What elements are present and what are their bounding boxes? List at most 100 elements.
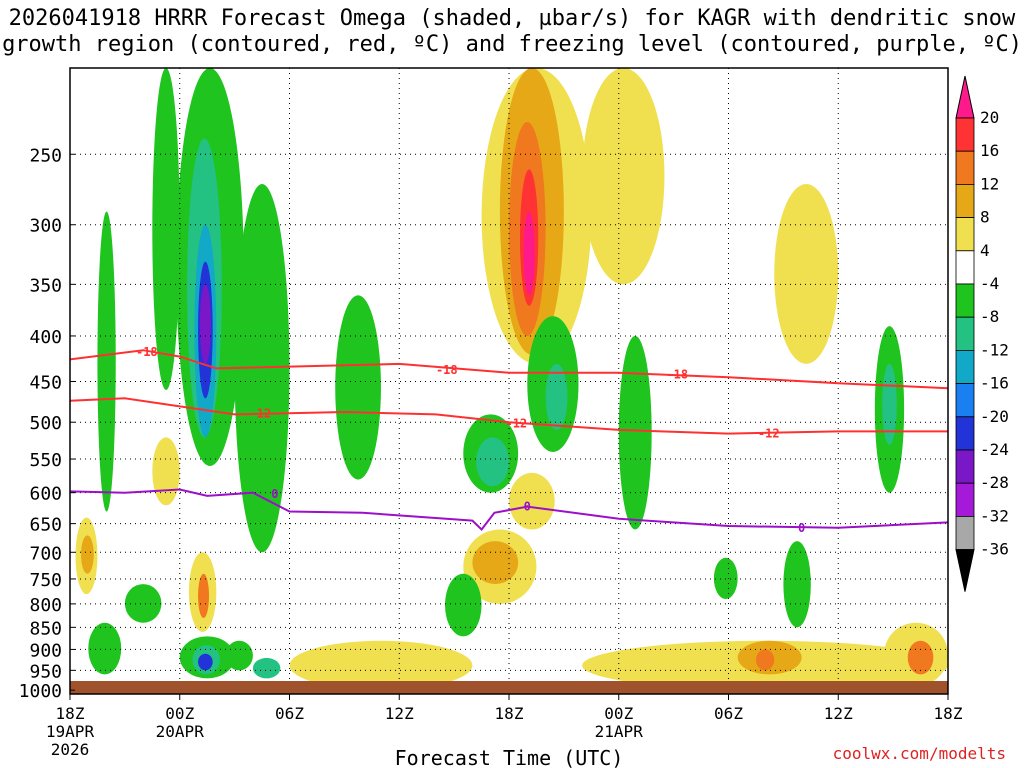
omega-ascent-region xyxy=(472,541,519,585)
omega-region xyxy=(199,284,211,364)
pressure-axis: 2503003504004505005506006507007508008509… xyxy=(19,145,75,702)
credit-text: coolwx.com/modelts xyxy=(832,744,1006,763)
colorbar-top-arrow xyxy=(955,75,975,119)
pressure-tick-label: 300 xyxy=(29,216,62,237)
x-axis-label: Forecast Time (UTC) xyxy=(395,746,624,768)
time-tick-label: 18Z xyxy=(495,704,524,723)
time-tick-label: 20APR xyxy=(156,722,205,741)
colorbar-swatch xyxy=(955,383,975,418)
colorbar-label: -32 xyxy=(980,506,1009,525)
pressure-tick-label: 900 xyxy=(29,640,62,661)
time-tick-label: 06Z xyxy=(714,704,743,723)
contour-labels: -18 -18 -18 -12 -12 -12 0 0 0 xyxy=(136,345,805,535)
colorbar-label: 20 xyxy=(980,108,999,127)
time-tick-label: 00Z xyxy=(165,704,194,723)
colorbar-bottom-arrow xyxy=(955,549,975,592)
ground-surface xyxy=(70,681,948,694)
omega-ascent-region xyxy=(523,211,535,296)
pressure-tick-label: 250 xyxy=(29,145,62,166)
omega-region xyxy=(444,573,482,637)
colorbar-swatch xyxy=(955,449,975,484)
time-tick-label: 21APR xyxy=(595,722,644,741)
colorbar-label: 8 xyxy=(980,208,990,227)
colorbar-swatch xyxy=(955,516,975,551)
contour-label: -12 xyxy=(249,407,271,421)
colorbar-swatch xyxy=(955,316,975,351)
colorbar-label: 16 xyxy=(980,141,999,160)
colorbar-label: -16 xyxy=(980,374,1009,393)
isotherm-line xyxy=(70,397,948,435)
omega-region xyxy=(882,363,897,445)
colorbar-swatch xyxy=(955,482,975,517)
omega-region xyxy=(97,211,116,512)
isotherm-line xyxy=(70,349,948,390)
contour-label: -12 xyxy=(758,427,780,441)
time-tick-label: 06Z xyxy=(275,704,304,723)
omega-ascent-region xyxy=(289,640,473,691)
pressure-tick-label: 850 xyxy=(29,618,62,639)
contour-label: -18 xyxy=(666,368,688,382)
time-tick-label: 18Z xyxy=(934,704,963,723)
contour-label: -12 xyxy=(505,417,527,431)
chart-title: 2026041918 HRRR Forecast Omega (shaded, … xyxy=(0,6,1024,58)
omega-region xyxy=(545,363,568,430)
omega-ascent-region xyxy=(198,573,210,619)
contour-label: 0 xyxy=(271,487,278,501)
colorbar-label: -8 xyxy=(980,307,999,326)
contour-label: 0 xyxy=(524,500,531,514)
colorbar-swatch xyxy=(955,250,975,285)
omega-region xyxy=(152,68,180,390)
omega-region xyxy=(124,584,162,623)
colorbar-label: 4 xyxy=(980,241,990,260)
omega-ascent-region xyxy=(755,649,775,671)
colorbar-swatch xyxy=(955,416,975,451)
colorbar-swatch xyxy=(955,283,975,318)
title-line-2: growth region (contoured, red, ºC) and f… xyxy=(2,32,1022,57)
title-line-1: 2026041918 HRRR Forecast Omega (shaded, … xyxy=(8,6,1016,31)
omega-ascent-region xyxy=(80,535,94,574)
pressure-tick-label: 450 xyxy=(29,372,62,393)
time-tick-label: 2026 xyxy=(51,740,90,759)
colorbar-swatch xyxy=(955,150,975,185)
omega-ascent-region xyxy=(508,472,555,530)
omega-ascent-region xyxy=(774,184,839,364)
colorbar-swatch xyxy=(955,349,975,384)
time-tick-label: 00Z xyxy=(604,704,633,723)
omega-region xyxy=(198,653,213,671)
pressure-tick-label: 750 xyxy=(29,570,62,591)
contour-label: 0 xyxy=(798,521,805,535)
omega-region xyxy=(252,657,281,679)
omega-shading-layer xyxy=(75,68,948,691)
colorbar-label: -24 xyxy=(980,440,1009,459)
pressure-tick-label: 700 xyxy=(29,543,62,564)
time-tick-label: 12Z xyxy=(385,704,414,723)
pressure-tick-label: 1000 xyxy=(19,681,62,702)
pressure-tick-label: 350 xyxy=(29,275,62,296)
omega-region xyxy=(335,295,381,480)
omega-ascent-region xyxy=(582,68,665,285)
isotherm-contours xyxy=(70,349,948,531)
omega-region xyxy=(618,335,652,530)
pressure-tick-label: 800 xyxy=(29,595,62,616)
colorbar-swatch xyxy=(955,183,975,218)
omega-ascent-region xyxy=(152,437,180,506)
colorbar-label: -12 xyxy=(980,340,1009,359)
colorbar-label: -4 xyxy=(980,274,999,293)
colorbar-label: -36 xyxy=(980,540,1009,559)
omega-region xyxy=(713,557,738,600)
colorbar-legend: 20 16 12 8 4 -4 -8 -12 -16 -20 -24 -28 -32 -36 xyxy=(955,75,1009,592)
colorbar-label: 12 xyxy=(980,174,999,193)
time-tick-label: 18Z xyxy=(56,704,85,723)
pressure-tick-label: 400 xyxy=(29,327,62,348)
omega-region xyxy=(783,541,811,628)
pressure-tick-label: 500 xyxy=(29,413,62,434)
colorbar-label: -20 xyxy=(980,407,1009,426)
colorbar-label: -28 xyxy=(980,473,1009,492)
colorbar-swatch xyxy=(955,117,975,152)
pressure-tick-label: 550 xyxy=(29,450,62,471)
colorbar-swatch xyxy=(955,217,975,252)
time-tick-label: 19APR xyxy=(46,722,95,741)
pressure-tick-label: 600 xyxy=(29,484,62,505)
omega-region xyxy=(476,437,509,487)
